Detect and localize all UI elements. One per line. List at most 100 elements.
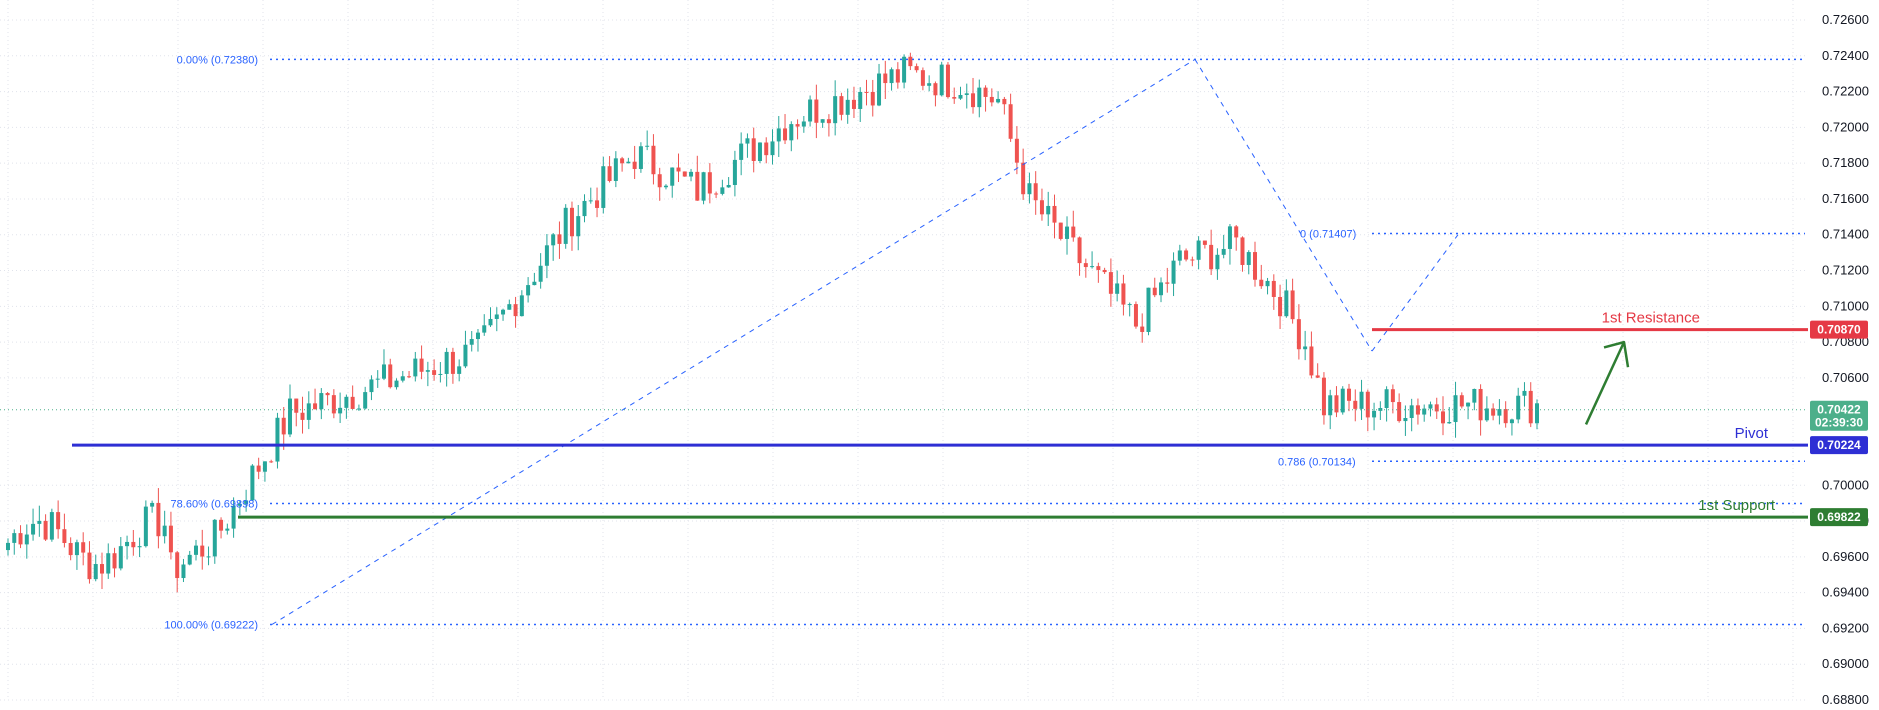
candle-body bbox=[319, 393, 324, 410]
level-badge-text-1st-resistance: 0.70870 bbox=[1817, 323, 1861, 337]
candle-body bbox=[450, 351, 455, 374]
candle-body bbox=[1503, 409, 1508, 424]
candle-body bbox=[118, 546, 123, 569]
candle-body bbox=[1052, 205, 1057, 223]
candle-body bbox=[864, 91, 869, 93]
candle-body bbox=[569, 207, 574, 237]
candle-body bbox=[914, 66, 919, 71]
y-tick-label: 0.71800 bbox=[1822, 155, 1869, 170]
level-badge-1st-support bbox=[1810, 508, 1868, 527]
candle-body bbox=[1415, 405, 1420, 415]
candle-body bbox=[1441, 411, 1446, 424]
candle-body bbox=[87, 552, 92, 580]
candle-body bbox=[783, 128, 788, 141]
candle-body bbox=[645, 145, 650, 147]
candle-body bbox=[488, 318, 493, 326]
candle-body bbox=[62, 529, 67, 544]
candle-body bbox=[193, 545, 198, 555]
candle-body bbox=[670, 167, 675, 186]
candle-body bbox=[1234, 226, 1239, 238]
candle-body bbox=[1071, 226, 1076, 238]
fib-label-786: 78.60% (0.69898) bbox=[171, 499, 258, 511]
candle-body bbox=[695, 171, 700, 201]
arrow-head bbox=[1603, 340, 1630, 368]
candle-body bbox=[764, 142, 769, 156]
candle-body bbox=[262, 461, 267, 472]
candle-body bbox=[839, 96, 844, 115]
candle-body bbox=[551, 234, 556, 246]
candle-body bbox=[601, 166, 606, 208]
candle-body bbox=[770, 141, 775, 156]
candle-body bbox=[964, 93, 969, 95]
candle-body bbox=[1359, 391, 1364, 409]
candle-body bbox=[1221, 248, 1226, 255]
fib-label-0: 0.00% (0.72380) bbox=[177, 54, 258, 66]
candle-body bbox=[513, 304, 518, 317]
candle-body bbox=[300, 412, 305, 420]
candle-body bbox=[112, 553, 117, 569]
candle-body bbox=[1159, 282, 1164, 296]
candle-body bbox=[820, 119, 825, 123]
candle-body bbox=[331, 395, 336, 414]
candle-body bbox=[1058, 222, 1063, 239]
candle-body bbox=[1409, 405, 1414, 418]
candle-body bbox=[1115, 283, 1120, 294]
candle-body bbox=[701, 172, 706, 201]
level-label-1st-support: 1st Support bbox=[1698, 497, 1776, 514]
candle-body bbox=[689, 171, 694, 177]
candle-body bbox=[250, 465, 255, 501]
candle-body bbox=[1027, 183, 1032, 195]
candle-body bbox=[1083, 263, 1088, 268]
level-label-pivot: Pivot bbox=[1735, 425, 1769, 442]
candle-body bbox=[663, 185, 668, 188]
candle-body bbox=[1246, 252, 1251, 265]
candle-body bbox=[93, 564, 98, 580]
candle-body bbox=[582, 200, 587, 217]
candle-body bbox=[870, 91, 875, 106]
candle-body bbox=[745, 138, 750, 144]
candle-body bbox=[858, 91, 863, 109]
candle-body bbox=[1328, 395, 1333, 416]
candle-body bbox=[432, 370, 437, 375]
candle-body bbox=[269, 461, 274, 463]
candle-body bbox=[49, 512, 54, 540]
candle-body bbox=[751, 138, 756, 162]
candle-body bbox=[1315, 375, 1320, 378]
candle-body bbox=[1353, 400, 1358, 409]
fib2-trend-b bbox=[1371, 234, 1459, 352]
y-tick-label: 0.69000 bbox=[1822, 656, 1869, 671]
candle-body bbox=[1447, 422, 1452, 424]
candle-body bbox=[1466, 402, 1471, 407]
candle-body bbox=[983, 87, 988, 97]
candle-body bbox=[419, 358, 424, 372]
candle-body bbox=[256, 465, 261, 472]
candle-body bbox=[475, 332, 480, 340]
candle-body bbox=[1365, 391, 1370, 418]
candle-body bbox=[557, 234, 562, 244]
candle-body bbox=[958, 94, 963, 99]
candle-body bbox=[425, 370, 430, 372]
candle-body bbox=[1428, 404, 1433, 409]
arrow-shaft bbox=[1584, 341, 1626, 425]
candle-body bbox=[1102, 269, 1107, 273]
candle-body bbox=[971, 93, 976, 108]
candle-body bbox=[632, 161, 637, 169]
candle-body bbox=[1478, 388, 1483, 421]
y-tick-label: 0.69600 bbox=[1822, 549, 1869, 564]
candle-body bbox=[1108, 272, 1113, 294]
candle-body bbox=[651, 145, 656, 175]
candle-body bbox=[933, 83, 938, 96]
candle-body bbox=[814, 99, 819, 123]
candle-body bbox=[1509, 419, 1514, 424]
candle-body bbox=[1265, 280, 1270, 287]
candle-body bbox=[607, 166, 612, 181]
candle-body bbox=[538, 265, 543, 282]
candle-body bbox=[1372, 410, 1377, 418]
y-tick-label: 0.68800 bbox=[1822, 692, 1869, 707]
candle-body bbox=[945, 64, 950, 98]
candle-body bbox=[413, 358, 418, 377]
candle-body bbox=[313, 403, 318, 410]
candle-body bbox=[31, 523, 36, 535]
